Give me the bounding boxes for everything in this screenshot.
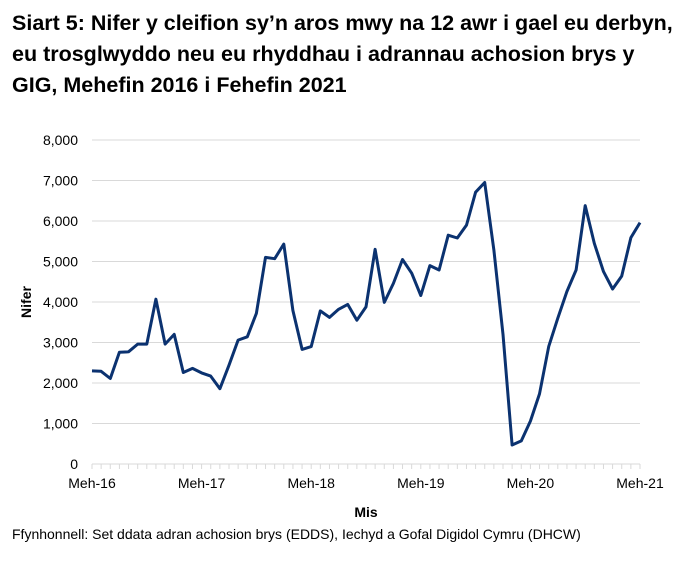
- x-axis-label: Mis: [354, 504, 378, 520]
- x-tick-label: Meh-18: [287, 475, 335, 491]
- x-tick-label: Meh-21: [616, 475, 664, 491]
- y-tick-label: 4,000: [43, 294, 78, 310]
- y-tick-label: 0: [70, 456, 78, 472]
- y-axis-ticks: 0 1,000 2,000 3,000 4,000 5,000 6,000 7,000 8,00…: [43, 132, 78, 472]
- y-tick-label: 2,000: [43, 375, 78, 391]
- y-tick-label: 5,000: [43, 254, 78, 270]
- y-tick-label: 3,000: [43, 335, 78, 351]
- series-line: [91, 181, 642, 447]
- y-axis-label: Nifer: [18, 286, 34, 318]
- y-tick-label: 1,000: [43, 416, 78, 432]
- source-note: Ffynhonnell: Set ddata adran achosion br…: [12, 526, 581, 542]
- x-tick-label: Meh-19: [397, 475, 445, 491]
- x-tick-label: Meh-17: [178, 475, 226, 491]
- data-points: [91, 182, 641, 446]
- x-tick-label: Meh-16: [68, 475, 116, 491]
- y-tick-label: 8,000: [43, 132, 78, 148]
- y-tick-label: 7,000: [43, 173, 78, 189]
- gridlines: [92, 139, 640, 424]
- chart-title: Siart 5: Nifer y cleifion sy’n aros mwy …: [12, 11, 673, 97]
- y-tick-label: 6,000: [43, 213, 78, 229]
- x-axis: Meh-16 Meh-17 Meh-18 Meh-19 Meh-20 Meh-21: [68, 463, 664, 491]
- x-tick-label: Meh-20: [507, 475, 555, 491]
